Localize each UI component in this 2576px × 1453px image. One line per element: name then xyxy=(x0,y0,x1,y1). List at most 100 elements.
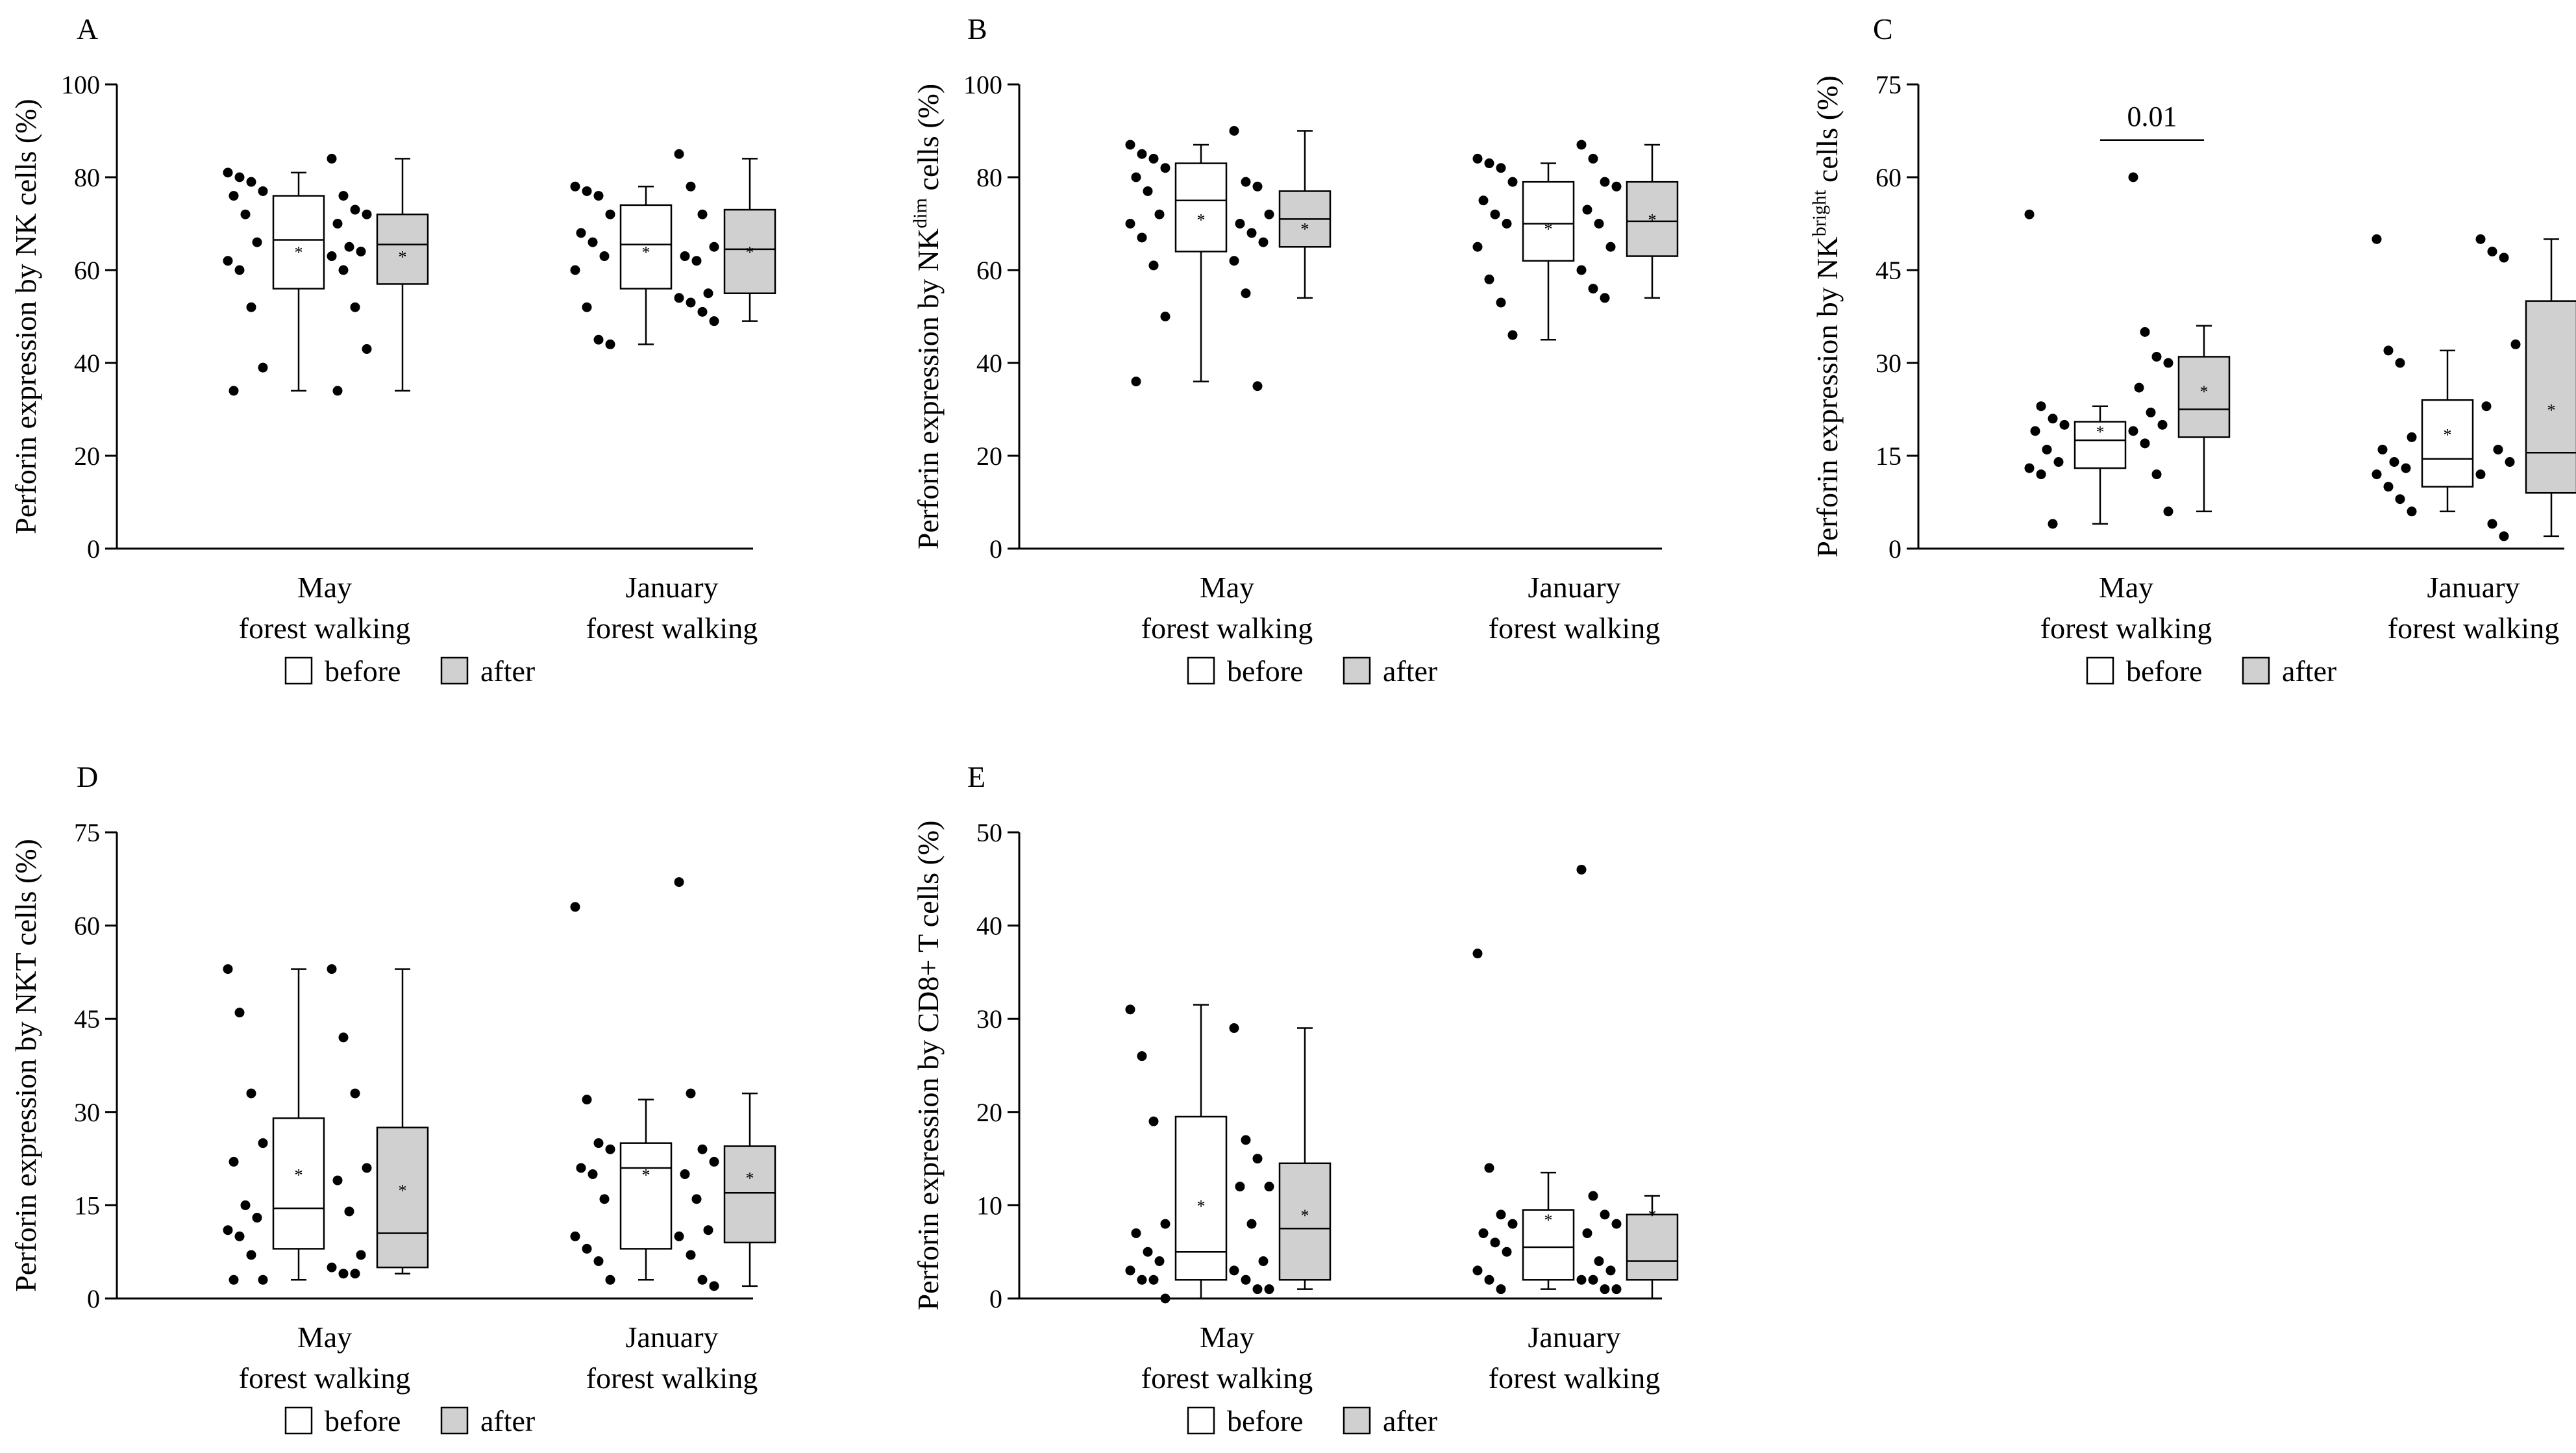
data-point xyxy=(2395,358,2405,368)
data-point xyxy=(2140,438,2150,449)
data-point xyxy=(2499,531,2509,541)
legend-swatch-before xyxy=(1187,656,1215,685)
data-point xyxy=(582,302,592,312)
legend-swatch-after xyxy=(2242,656,2270,685)
data-point xyxy=(1507,330,1518,340)
data-point xyxy=(344,1206,354,1217)
iqr-box xyxy=(2074,421,2127,469)
iqr-box xyxy=(723,208,776,294)
data-point xyxy=(246,1088,256,1099)
y-axis-label-part: Perforin expression by NK xyxy=(1811,236,1844,557)
data-point xyxy=(1143,1247,1153,1257)
legend-swatch-before xyxy=(284,656,313,685)
legend-label-after: after xyxy=(480,1404,535,1437)
mean-marker: * xyxy=(642,1166,650,1185)
data-point xyxy=(2042,444,2052,454)
data-point xyxy=(2157,419,2168,430)
data-point xyxy=(576,228,586,238)
data-point xyxy=(2163,358,2174,368)
data-point xyxy=(1148,1116,1159,1126)
data-point xyxy=(356,246,366,256)
iqr-box xyxy=(1626,1213,1679,1281)
data-point xyxy=(1131,172,1141,182)
data-point xyxy=(1252,181,1263,192)
data-point xyxy=(1148,153,1159,164)
x-category-line1: January xyxy=(1528,571,1620,604)
data-point xyxy=(1229,126,1239,136)
panel-label: C xyxy=(1873,12,1893,45)
data-point xyxy=(2383,345,2394,356)
data-point xyxy=(246,302,256,312)
data-point xyxy=(1588,153,1598,164)
data-point xyxy=(2395,494,2405,504)
data-point xyxy=(1472,949,1483,959)
data-point xyxy=(350,1088,360,1099)
data-point xyxy=(1582,1228,1592,1238)
iqr-box xyxy=(272,195,325,290)
y-tick-label: 0 xyxy=(989,534,1002,564)
data-point xyxy=(223,964,233,975)
data-point xyxy=(223,1225,233,1236)
data-point xyxy=(1160,312,1170,321)
legend-label-before: before xyxy=(2126,654,2202,688)
iqr-box xyxy=(619,1142,673,1250)
y-axis-label: Perforin expression by CD8+ T cells (%) xyxy=(911,820,945,1310)
x-category-line2: forest walking xyxy=(1489,612,1660,645)
mean-marker: * xyxy=(2096,423,2105,441)
legend-swatch-after xyxy=(1343,1406,1371,1435)
data-point xyxy=(338,265,349,275)
data-point xyxy=(1229,256,1239,266)
data-point xyxy=(1229,1023,1239,1034)
y-tick-label: 60 xyxy=(976,256,1002,285)
data-point xyxy=(1484,1163,1494,1173)
data-point xyxy=(1496,163,1506,173)
data-point xyxy=(1241,288,1251,299)
legend-swatch-before xyxy=(284,1406,313,1435)
data-point xyxy=(570,265,580,275)
data-point xyxy=(593,1138,604,1149)
panel-a: A 0 20 40 60 80 100 Perforin expression by NK c… xyxy=(9,12,776,688)
data-point xyxy=(2146,407,2156,417)
x-category-line2: forest walking xyxy=(586,1361,758,1395)
data-point xyxy=(1490,209,1500,219)
x-category-line2: forest walking xyxy=(239,612,410,645)
y-tick-label: 75 xyxy=(74,818,100,847)
y-tick-label: 30 xyxy=(74,1098,100,1127)
data-point xyxy=(2389,457,2399,467)
data-point xyxy=(223,256,233,266)
iqr-box xyxy=(376,213,429,285)
data-point xyxy=(350,302,360,312)
panel-label: B xyxy=(967,12,987,45)
legend-swatch-after xyxy=(440,656,469,685)
data-point xyxy=(344,242,354,252)
mean-marker: * xyxy=(1301,220,1309,239)
legend-swatch-before xyxy=(2086,656,2114,685)
box-before: * xyxy=(2024,209,2127,529)
data-point xyxy=(1148,1274,1159,1285)
y-tick-label: 20 xyxy=(976,441,1002,471)
data-point xyxy=(686,1250,696,1260)
mean-marker: * xyxy=(295,1166,303,1185)
y-tick-label: 80 xyxy=(74,163,100,192)
data-point xyxy=(674,293,684,303)
data-point xyxy=(229,1156,239,1167)
data-point xyxy=(1478,195,1489,206)
data-point xyxy=(1137,1051,1147,1062)
data-point xyxy=(246,177,256,187)
data-point xyxy=(1241,1274,1251,1285)
data-point xyxy=(2024,463,2035,473)
data-point xyxy=(2493,444,2503,454)
y-tick-label: 45 xyxy=(1876,256,1901,285)
data-point xyxy=(593,334,604,345)
iqr-box xyxy=(619,204,673,290)
data-point xyxy=(1611,1219,1622,1229)
data-point xyxy=(1496,1284,1506,1295)
y-tick-label: 60 xyxy=(74,256,100,285)
mean-marker: * xyxy=(1544,220,1553,239)
data-point xyxy=(697,1274,708,1285)
legend: before after xyxy=(2086,654,2336,688)
y-tick-label: 40 xyxy=(976,349,1002,378)
iqr-box xyxy=(1174,162,1228,253)
y-axis-label: Perforin expression by NKbright cells (%… xyxy=(1809,75,1844,557)
